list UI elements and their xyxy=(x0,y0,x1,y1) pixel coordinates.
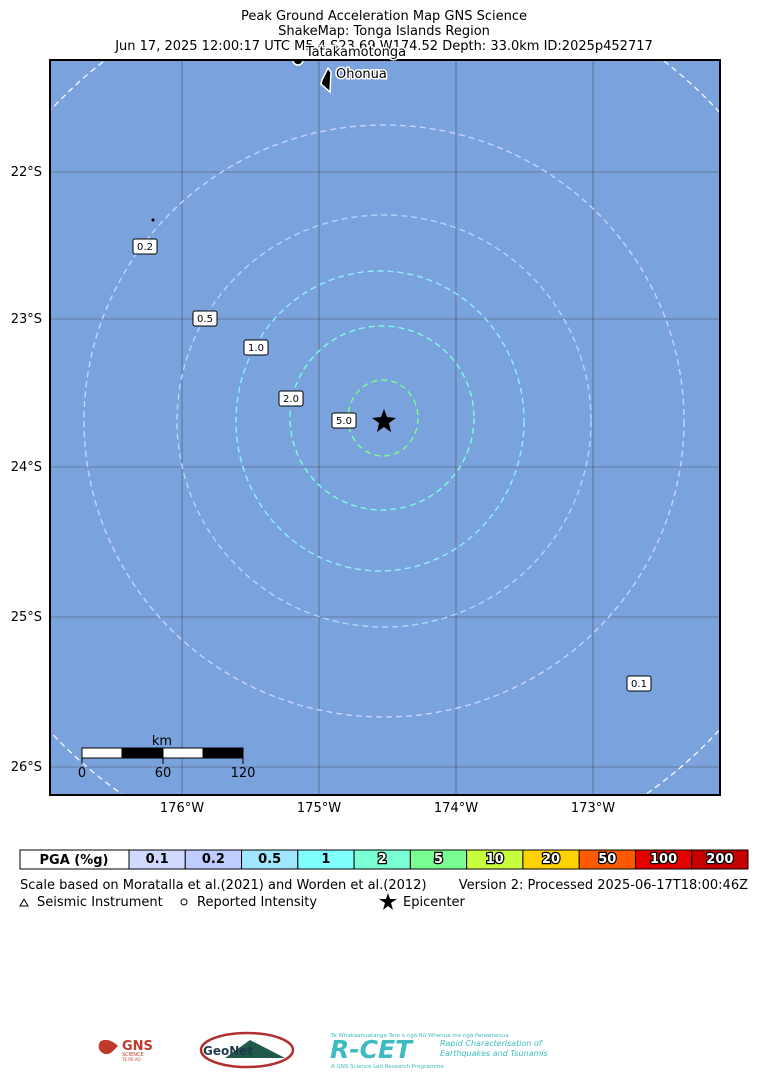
contour-label: 1.0 xyxy=(248,343,264,354)
lon-label: 176°W xyxy=(160,801,204,816)
legend-level: 1 xyxy=(321,852,330,867)
lat-label: 26°S xyxy=(11,760,42,775)
map-frame xyxy=(49,59,721,796)
epicenter xyxy=(372,409,396,432)
islands xyxy=(151,60,332,222)
lat-label: 22°S xyxy=(11,165,42,180)
geonet-mountain xyxy=(225,1040,285,1058)
epicenter-symbol xyxy=(379,893,397,910)
contour-labels: 0.2 0.5 1.0 2.0 5.0 0.1 xyxy=(132,238,652,692)
legend-level: 0.5 xyxy=(258,852,281,867)
lat-label: 23°S xyxy=(11,312,42,327)
place-label: Ohonua xyxy=(336,67,387,82)
title: Peak Ground Acceleration Map GNS Science xyxy=(241,9,527,24)
scale-tick: 0 xyxy=(78,766,86,781)
legend-level: 20 xyxy=(542,852,560,867)
legend-level: 5 xyxy=(434,852,443,867)
place-label: Tatakamotonga xyxy=(305,45,406,60)
lat-labels: 22°S 23°S 24°S 25°S 26°S xyxy=(11,165,42,775)
contour-label: 0.5 xyxy=(197,314,213,325)
symbol-label: Reported Intensity xyxy=(197,895,317,910)
intensity-symbol xyxy=(180,898,188,906)
event-info: Jun 17, 2025 12:00:17 UTC M5.4 S23.69 W1… xyxy=(114,39,653,54)
legend-level: 0.1 xyxy=(146,852,169,867)
lon-label: 174°W xyxy=(434,801,478,816)
legend-level: 0.2 xyxy=(202,852,225,867)
legend-level: 10 xyxy=(486,852,504,867)
rcet-logo: R-CET xyxy=(330,1035,414,1064)
subtitle: ShakeMap: Tonga Islands Region xyxy=(278,24,490,39)
scale-bar: km 0 60 120 xyxy=(78,734,256,781)
gns-sub: SCIENCE xyxy=(122,1052,144,1058)
rcet-line: Rapid Characterisation of xyxy=(440,1039,543,1048)
symbol-label: Seismic Instrument xyxy=(37,895,163,910)
place-labels: Tatakamotonga Ohonua xyxy=(303,44,407,84)
version: Version 2: Processed 2025-06-17T18:00:46… xyxy=(459,878,748,893)
lon-label: 175°W xyxy=(297,801,341,816)
scale-tick: 60 xyxy=(155,766,172,781)
scale-tick: 120 xyxy=(231,766,256,781)
gns-logo: GNS xyxy=(122,1039,153,1054)
geonet-ring xyxy=(199,1031,295,1069)
contour-label: 0.2 xyxy=(137,242,153,253)
symbol-label: Epicenter xyxy=(403,895,466,910)
contour-label: 2.0 xyxy=(283,394,299,405)
legend-level: 100 xyxy=(650,852,677,867)
contour-label: 0.1 xyxy=(631,679,647,690)
legend-level: 50 xyxy=(598,852,616,867)
legend-title: PGA (%g) xyxy=(40,853,109,868)
lon-labels: 176°W 175°W 174°W 173°W xyxy=(160,801,615,816)
scale-note: Scale based on Moratalla et al.(2021) an… xyxy=(20,878,427,893)
lon-label: 173°W xyxy=(571,801,615,816)
legend-level: 2 xyxy=(378,852,387,867)
rcet-top: Te Whakaahuatanga Tere o ngā Rū Whenua m… xyxy=(330,1033,509,1039)
lat-label: 24°S xyxy=(11,460,42,475)
contour-label: 5.0 xyxy=(336,416,352,427)
geonet-logo: GeoNet xyxy=(203,1044,253,1058)
legend-swatch xyxy=(691,849,749,870)
gns-maori: TE PŪ AO xyxy=(121,1057,141,1062)
rcet-bottom: A GNS Science Led Research Programme xyxy=(331,1064,444,1070)
logos: GNS SCIENCE TE PŪ AO GeoNet Te Whakaahua… xyxy=(98,1031,548,1070)
legend-level: 200 xyxy=(706,852,733,867)
lat-label: 25°S xyxy=(11,610,42,625)
map xyxy=(50,60,720,795)
instrument-symbol xyxy=(19,897,29,907)
scale-unit: km xyxy=(152,734,172,749)
gns-icon xyxy=(98,1039,118,1055)
rcet-line: Earthquakes and Tsunamis xyxy=(440,1049,548,1058)
pga-legend: PGA (%g) 0.1 0.2 0.5 1 2 5 10 20 50 100 200 xyxy=(19,849,749,870)
